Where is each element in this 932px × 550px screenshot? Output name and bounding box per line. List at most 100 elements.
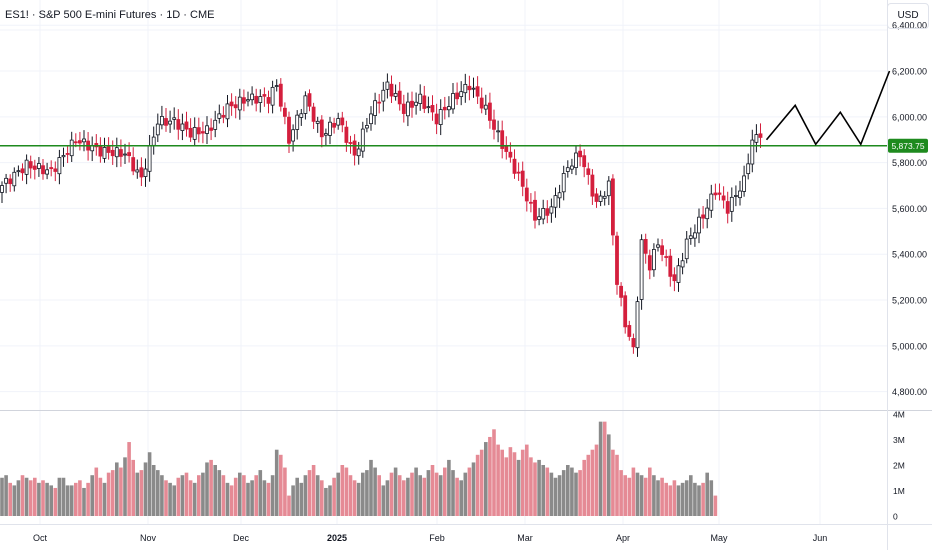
time-tick-label: Oct (33, 533, 48, 543)
volume-bar (676, 485, 681, 516)
volume-bar (115, 462, 119, 516)
candle-body (348, 142, 353, 144)
candle-body (307, 93, 312, 107)
candle-body (196, 127, 201, 135)
candle-body (758, 133, 763, 138)
candles (0, 73, 763, 357)
volume-bar (643, 477, 648, 516)
candle-body (623, 295, 628, 328)
candle-body (709, 193, 714, 211)
volume-bar (619, 470, 623, 516)
candle-body (340, 117, 345, 126)
candle-body (241, 97, 246, 104)
volume-bar (205, 462, 209, 516)
candle-body (524, 187, 529, 202)
candle-body (520, 170, 525, 187)
volume-bar (406, 477, 410, 516)
volume-bar (623, 475, 627, 516)
volume-bar (233, 477, 238, 516)
volume-bar (578, 470, 582, 516)
volume-bar (266, 482, 271, 516)
candle-body (541, 208, 546, 220)
candle-body (533, 199, 537, 221)
volume-bar (303, 475, 308, 516)
candle-body (734, 195, 738, 197)
candle-body (705, 207, 710, 220)
volume-bar (336, 472, 340, 516)
candle-body (500, 130, 505, 149)
volume-bar (291, 485, 295, 516)
volume-bar (258, 470, 263, 516)
volume-bar (652, 475, 656, 516)
volume-bar (315, 475, 320, 516)
candle-body (565, 167, 570, 172)
volume-bar (574, 472, 578, 516)
candle-body (410, 100, 414, 108)
candle-body (200, 131, 205, 134)
volume-bar (106, 472, 111, 516)
candle-body (574, 152, 578, 169)
candle-body (750, 139, 755, 165)
candle-body (328, 121, 332, 136)
volume-bar (143, 462, 148, 516)
time-tick-label: Dec (233, 533, 250, 543)
volume-tick-label: 1M (893, 486, 905, 496)
volume-bar (598, 421, 603, 516)
candle-body (721, 195, 726, 201)
volume-bar (16, 480, 21, 516)
volume-bar (20, 475, 25, 516)
volume-bar (713, 495, 718, 516)
candle-body (291, 129, 296, 142)
volume-bar (582, 459, 586, 516)
volume-bar (365, 470, 369, 516)
candle-body (119, 149, 123, 157)
volume-bar (529, 457, 533, 516)
volume-bar (45, 482, 49, 516)
candle-body (57, 157, 62, 175)
candle-body (459, 91, 464, 98)
volume-bar (689, 475, 693, 516)
candle-body (373, 100, 378, 116)
volume-bar (340, 465, 345, 516)
volume-bar (82, 487, 86, 516)
price-tick-label: 5,400.00 (892, 250, 927, 260)
volume-bar (238, 472, 242, 516)
candle-body (451, 93, 455, 110)
volume-bar (168, 482, 172, 516)
currency-button[interactable]: USD (887, 3, 929, 29)
candle-body (246, 99, 250, 102)
volume-bar (176, 477, 181, 516)
candle-body (717, 192, 722, 195)
volume-bar (414, 467, 418, 516)
volume-bar (541, 465, 545, 516)
volume-bar (41, 480, 45, 516)
candle-body (639, 239, 644, 300)
volume-bar (135, 472, 140, 516)
price-tick-label: 6,400.00 (892, 21, 927, 31)
volume-bar (660, 477, 664, 516)
volume-bar (381, 485, 386, 516)
candle-body (647, 255, 652, 271)
volume-bar (110, 470, 115, 516)
volume-bar (242, 475, 246, 516)
volume-bar (221, 475, 226, 516)
candle-body (266, 97, 271, 104)
volume-bar (8, 482, 12, 516)
candle-body (672, 274, 677, 282)
candle-body (61, 155, 66, 158)
candle-body (217, 113, 222, 119)
candle-body (344, 126, 349, 143)
volume-bar (356, 482, 361, 516)
candle-body (45, 169, 49, 175)
candle-body (442, 106, 447, 111)
volume-bar (508, 447, 513, 516)
candle-body (479, 97, 484, 109)
price-tick-label: 6,000.00 (892, 112, 927, 122)
candle-body (151, 136, 156, 146)
candle-body (746, 163, 751, 175)
volume-bar (86, 482, 90, 516)
volume-bar (627, 477, 632, 516)
volume-bar (160, 475, 164, 516)
volume-bar (410, 472, 414, 516)
